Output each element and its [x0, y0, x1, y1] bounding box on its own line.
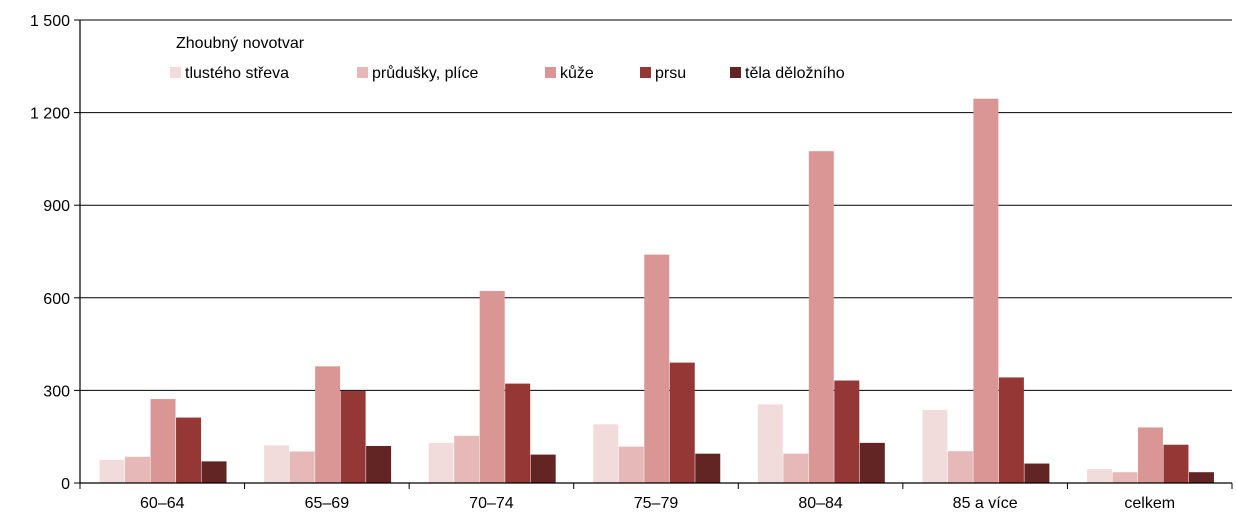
y-tick-label: 300 — [43, 383, 70, 400]
legend-label: tlustého střeva — [185, 65, 289, 82]
x-tick-label: 85 a více — [953, 495, 1018, 512]
y-tick-label: 600 — [43, 291, 70, 308]
bar — [669, 362, 695, 483]
bar — [1163, 444, 1189, 483]
bar — [289, 451, 315, 483]
bar — [1112, 472, 1138, 483]
y-tick-label: 0 — [61, 476, 70, 493]
legend-label: kůže — [560, 64, 594, 82]
legend-items: tlustého střeva průdušky, plíce kůže prsu tě… — [170, 64, 845, 82]
legend-swatch — [170, 67, 181, 78]
bar — [125, 456, 151, 483]
x-tick-label: 70–74 — [469, 495, 514, 512]
bar — [757, 404, 783, 483]
bar — [1137, 427, 1163, 483]
bar — [695, 453, 721, 483]
bar — [644, 254, 670, 483]
bar — [998, 377, 1024, 483]
bar — [176, 417, 202, 483]
bar — [1024, 463, 1050, 483]
axes — [79, 20, 1232, 484]
bar — [618, 446, 644, 483]
legend-label: prsu — [655, 65, 686, 82]
bar — [505, 383, 531, 483]
bar — [201, 461, 227, 483]
legend-swatch — [357, 67, 368, 78]
y-tick-label: 1 500 — [30, 13, 70, 30]
bar — [454, 435, 480, 483]
x-tick-label: 75–79 — [634, 495, 679, 512]
legend-title: Zhoubný novotvar — [176, 35, 305, 52]
bar — [783, 453, 809, 483]
bar — [947, 451, 973, 483]
legend-label: průdušky, plíce — [372, 64, 479, 82]
bar — [530, 454, 556, 483]
x-tick-label: celkem — [1124, 495, 1175, 512]
legend: Zhoubný novotvar tlustého střeva průdušky… — [170, 35, 845, 82]
legend-swatch — [545, 67, 556, 78]
bar — [479, 291, 505, 483]
bar — [99, 459, 125, 483]
x-tick-label: 60–64 — [140, 495, 185, 512]
y-tick-label: 1 200 — [30, 106, 70, 123]
bar — [922, 409, 948, 483]
bar — [1188, 472, 1214, 483]
bar — [264, 445, 290, 483]
bar — [366, 445, 392, 483]
bar — [428, 442, 454, 483]
legend-swatch — [730, 67, 741, 78]
bars — [99, 98, 1214, 484]
bar — [593, 424, 619, 483]
bar — [808, 151, 834, 483]
bar — [340, 391, 366, 483]
bar — [150, 399, 176, 483]
y-axis-ticks: 0 300 600 900 1 200 1 500 — [30, 13, 80, 493]
legend-label: těla děložního — [745, 65, 845, 82]
gridlines — [80, 19, 1232, 391]
bar — [859, 442, 885, 483]
bar — [315, 366, 341, 483]
bar — [973, 98, 999, 484]
x-tick-label: 80–84 — [798, 495, 843, 512]
bar — [1086, 469, 1112, 483]
x-axis-ticks: 60–64 65–69 70–74 75–79 80–84 85 a více celkem — [79, 483, 1233, 512]
x-tick-label: 65–69 — [305, 495, 350, 512]
y-tick-label: 900 — [43, 198, 70, 215]
bar — [834, 380, 860, 483]
legend-swatch — [640, 67, 651, 78]
